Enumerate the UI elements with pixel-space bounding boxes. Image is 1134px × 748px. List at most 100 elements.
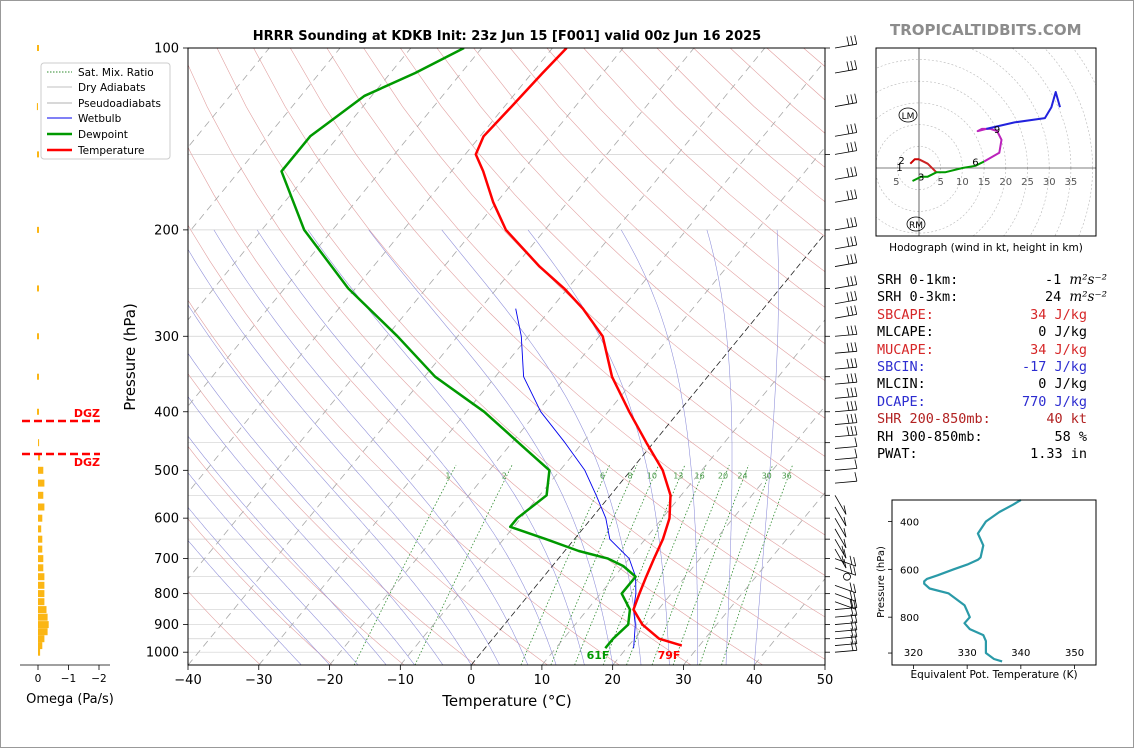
skewt-ytick-label: 800 bbox=[154, 587, 179, 602]
omega-bar bbox=[37, 226, 39, 233]
moist-adiabat-line bbox=[188, 506, 330, 665]
thetae-profile-line bbox=[923, 499, 1022, 663]
omega-xtick-label: −2 bbox=[91, 673, 106, 685]
hodo-height-label: 2 bbox=[898, 156, 904, 167]
omega-panel: 0 −1 −2 DGZ DGZ Omega (Pa/s) bbox=[20, 45, 114, 707]
dry-adiabat-line bbox=[253, 48, 825, 618]
wind-barb bbox=[834, 472, 858, 484]
hodo-rm-label: RM bbox=[909, 221, 923, 231]
param-label: SRH 0-1km: bbox=[877, 272, 959, 288]
wind-barb bbox=[834, 582, 857, 594]
omega-bar bbox=[38, 453, 41, 461]
wind-barb bbox=[834, 413, 858, 425]
omega-bar bbox=[38, 503, 45, 511]
hodo-height-label: 9 bbox=[994, 125, 1000, 136]
wind-barb bbox=[834, 60, 858, 74]
omega-bar bbox=[38, 491, 44, 499]
wind-barb bbox=[834, 634, 858, 646]
omega-bar bbox=[38, 621, 49, 629]
isotherm-line bbox=[188, 48, 695, 665]
param-unit: m²s⁻² bbox=[1069, 289, 1107, 306]
param-label: SRH 0-3km: bbox=[877, 289, 959, 306]
skewt-ytick-label: 700 bbox=[154, 552, 179, 567]
moist-adiabat-line bbox=[213, 229, 529, 665]
hodograph-panel: 5 5 10 15 20 25 30 35 12 3 6 9 LM RM Hodograph (wi… bbox=[870, 40, 1110, 260]
param-value: 24 m²s⁻² bbox=[1045, 289, 1107, 305]
dry-adiabat-line bbox=[693, 48, 825, 168]
param-row: MLCAPE: 0 J/kg bbox=[877, 324, 1107, 341]
parameter-table: SRH 0-1km: -1 m²s⁻² SRH 0-3km: 24 m²s⁻² SBCAPE… bbox=[877, 272, 1107, 463]
wind-barb bbox=[843, 572, 851, 581]
moist-adiabat-line bbox=[188, 472, 359, 665]
omega-bar bbox=[37, 373, 39, 380]
omega-bar bbox=[38, 535, 43, 543]
param-label: SHR 200-850mb: bbox=[877, 411, 991, 428]
moist-adiabat-line bbox=[368, 229, 614, 665]
wind-barb bbox=[834, 123, 858, 137]
dry-adiabat-line bbox=[216, 48, 825, 660]
moist-adiabat-line bbox=[706, 229, 733, 665]
hodo-xtick-label: 30 bbox=[1043, 177, 1056, 188]
thetae-ylabel: Pressure (hPa) bbox=[876, 546, 887, 618]
wind-barb bbox=[834, 548, 847, 569]
param-value: -17 J/kg bbox=[1021, 358, 1087, 375]
wind-barb bbox=[834, 217, 858, 231]
isotherm-line bbox=[188, 48, 624, 580]
param-value: 34 J/kg bbox=[1030, 341, 1087, 358]
omega-bar bbox=[37, 45, 39, 51]
thetae-xtick-label: 330 bbox=[958, 648, 977, 659]
skewt-xtick-label: 30 bbox=[675, 673, 692, 688]
moist-adiabat-line bbox=[620, 229, 698, 665]
param-value: 34 J/kg bbox=[1030, 306, 1087, 323]
wind-barb bbox=[834, 613, 858, 625]
skewt-xtick-label: 50 bbox=[817, 673, 834, 688]
isotherm-line bbox=[188, 48, 341, 235]
omega-bar bbox=[38, 590, 45, 598]
wind-barb bbox=[834, 641, 858, 653]
dgz-bottom-label: DGZ bbox=[74, 456, 100, 469]
mixing-ratio-line bbox=[626, 464, 707, 665]
skewt-plot-frame bbox=[187, 47, 826, 666]
hodo-segment bbox=[976, 127, 1003, 163]
wind-barb bbox=[834, 342, 858, 354]
mixing-ratio-label: 2 bbox=[502, 472, 507, 481]
param-value: 0 J/kg bbox=[1038, 324, 1087, 341]
wind-barb bbox=[834, 437, 858, 449]
hodo-lm-label: LM bbox=[902, 112, 915, 122]
skewt-ytick-label: 200 bbox=[154, 223, 179, 238]
dry-adiabat-line bbox=[188, 445, 405, 665]
dry-adiabat-line bbox=[290, 48, 825, 576]
moist-adiabat-line bbox=[188, 540, 302, 665]
mixing-ratio-line bbox=[699, 464, 774, 665]
moist-adiabat-line bbox=[188, 248, 500, 665]
skewt-ytick-label: 100 bbox=[154, 42, 179, 57]
hodo-segment bbox=[918, 158, 938, 174]
wind-barb bbox=[834, 517, 847, 538]
hodo-ring bbox=[870, 40, 1110, 260]
skewt-xtick-label: 20 bbox=[604, 673, 621, 688]
mixing-ratio-line bbox=[353, 464, 457, 665]
isotherm-line bbox=[329, 60, 825, 665]
hodo-ring bbox=[1011, 48, 1072, 236]
mixing-ratio-label: 8 bbox=[627, 472, 632, 481]
skewt-ytick-label: 400 bbox=[154, 405, 179, 420]
moist-adiabat-line bbox=[188, 352, 444, 665]
omega-bar bbox=[38, 606, 47, 614]
legend-label-dry: Dry Adiabats bbox=[78, 82, 146, 94]
skewt-xtick-label: 0 bbox=[467, 673, 475, 688]
wind-barb bbox=[834, 528, 847, 549]
moist-adiabat-line bbox=[188, 396, 415, 665]
dry-adiabat-line bbox=[803, 48, 825, 67]
param-row: SHR 200-850mb: 40 kt bbox=[877, 411, 1107, 428]
skewt-ytick-label: 900 bbox=[154, 618, 179, 633]
dry-adiabat-line bbox=[509, 48, 825, 345]
param-label: PWAT: bbox=[877, 445, 918, 462]
param-row: MLCIN: 0 J/kg bbox=[877, 376, 1107, 393]
omega-bar bbox=[38, 514, 43, 522]
skewt-panel: HRRR Sounding at KDKB Init: 23z Jun 15 [… bbox=[40, 29, 858, 710]
omega-bar bbox=[37, 285, 39, 292]
skewt-legend: Sat. Mix. Ratio Dry Adiabats Pseudoadiab… bbox=[40, 62, 171, 160]
wind-barb bbox=[834, 459, 858, 471]
dry-adiabat-line bbox=[363, 48, 825, 496]
omega-bar bbox=[38, 581, 45, 589]
